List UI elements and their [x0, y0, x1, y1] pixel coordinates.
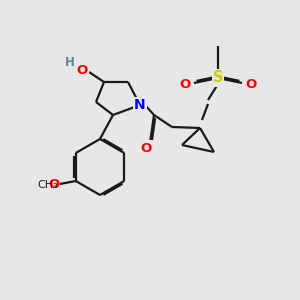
Text: S: S	[213, 70, 223, 86]
Text: O: O	[140, 142, 152, 154]
Text: N: N	[134, 98, 146, 112]
Text: H: H	[65, 56, 75, 68]
Text: O: O	[76, 64, 88, 76]
Text: O: O	[179, 79, 191, 92]
Text: O: O	[245, 79, 256, 92]
Text: CH₃: CH₃	[38, 180, 58, 190]
Text: O: O	[48, 178, 59, 191]
